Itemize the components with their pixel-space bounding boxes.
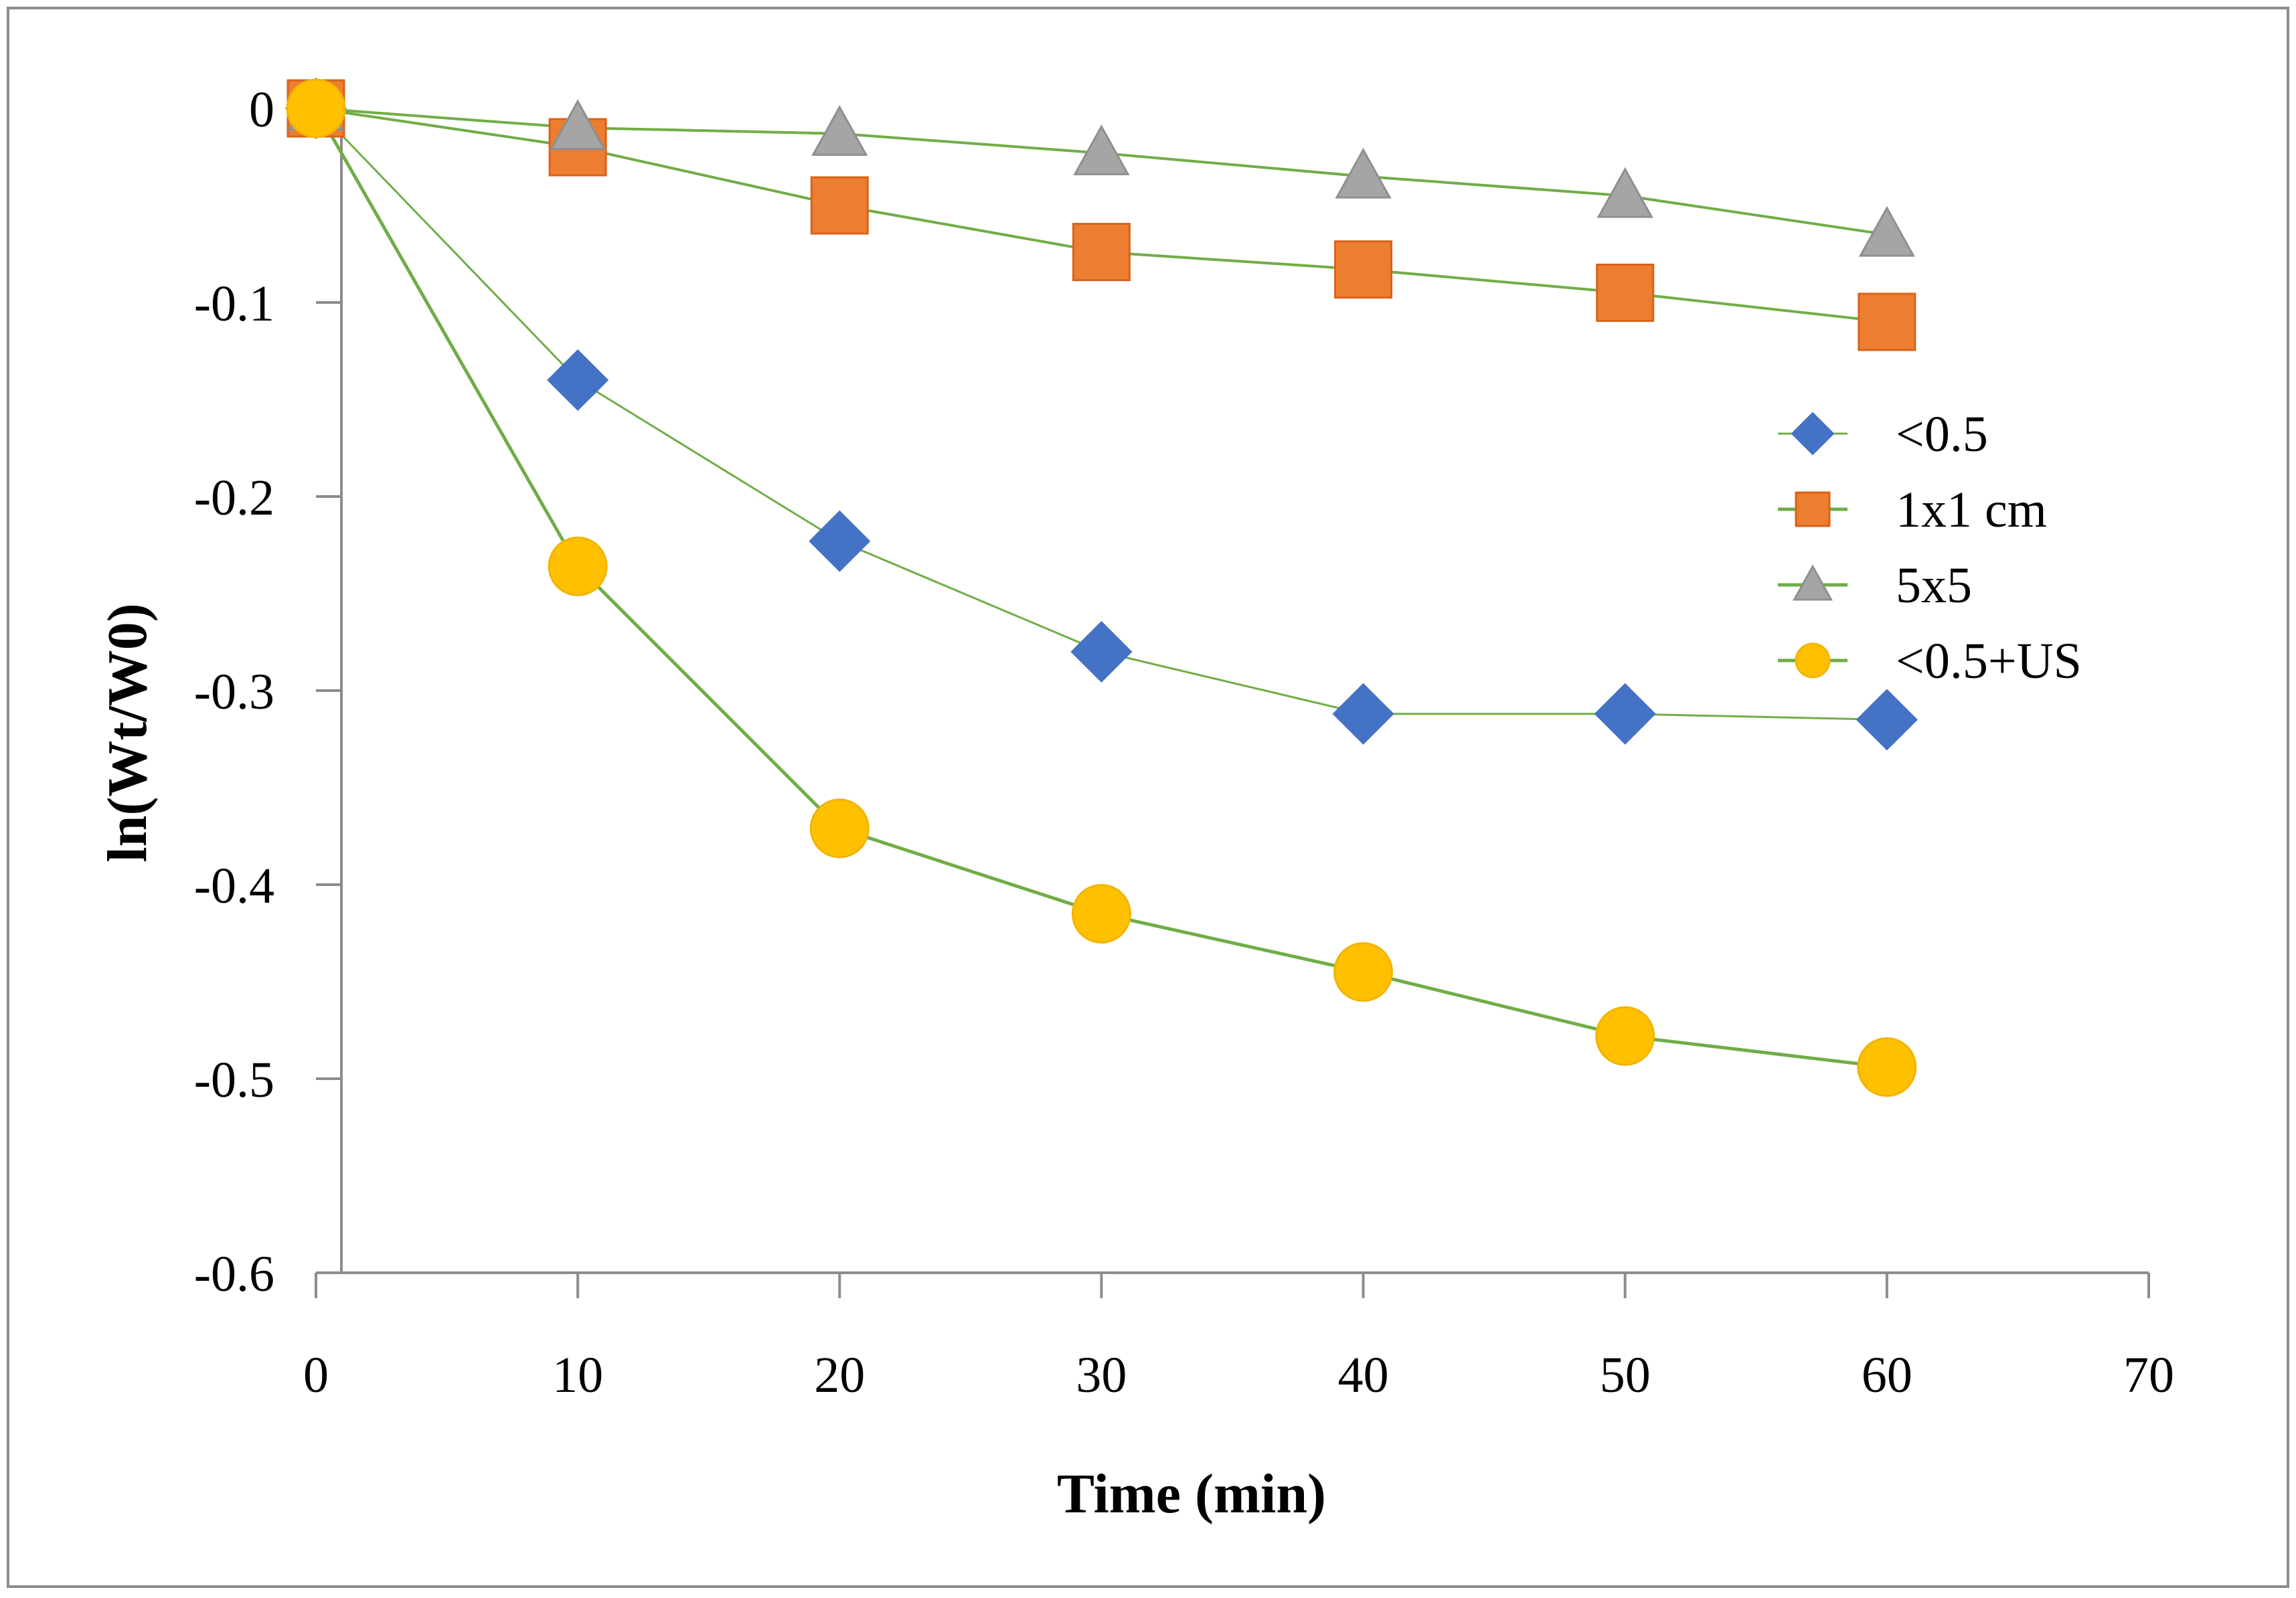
x-tick-label: 10 [552, 1347, 603, 1403]
x-axis-title: Time (min) [1057, 1463, 1326, 1525]
x-tick-label: 70 [2123, 1347, 2174, 1403]
data-point-circle [1071, 884, 1131, 944]
y-tick-label: -0.3 [194, 664, 274, 720]
legend-label: <0.5+US [1896, 633, 2082, 689]
legend-marker-circle [1795, 642, 1831, 679]
y-tick-label: 0 [249, 82, 274, 138]
y-tick-label: -0.6 [194, 1246, 274, 1302]
y-axis-title: ln(Wt/W0) [96, 603, 159, 862]
data-point-square [1072, 223, 1131, 282]
data-point-square [1596, 264, 1655, 322]
legend-marker-triangle [1792, 564, 1833, 601]
data-point-triangle [1073, 124, 1130, 175]
data-point-circle [1857, 1037, 1917, 1097]
x-tick-label: 0 [303, 1347, 329, 1403]
data-point-triangle [1596, 167, 1653, 218]
data-point-triangle [549, 99, 606, 151]
x-tick-label: 50 [1600, 1347, 1651, 1403]
data-point-diamond [1070, 620, 1133, 683]
y-tick-label: -0.2 [194, 470, 274, 526]
data-point-triangle [811, 105, 868, 156]
legend-marker-square [1795, 491, 1831, 527]
data-point-diamond [1332, 683, 1394, 745]
data-point-square [1334, 240, 1393, 299]
x-tick-label: 20 [814, 1347, 865, 1403]
data-point-circle [548, 536, 608, 596]
data-point-circle [1333, 942, 1394, 1002]
data-point-square [1858, 292, 1916, 351]
data-point-circle [809, 798, 870, 859]
data-point-diamond [1856, 689, 1918, 751]
legend-label: 5x5 [1896, 557, 1972, 614]
y-tick-label: -0.4 [194, 858, 274, 914]
data-point-square [810, 176, 869, 235]
x-tick-label: 40 [1338, 1347, 1389, 1403]
data-point-triangle [1858, 205, 1916, 257]
y-tick-label: -0.5 [194, 1052, 274, 1108]
data-point-diamond [1594, 683, 1656, 745]
x-tick-label: 30 [1076, 1347, 1127, 1403]
data-point-diamond [809, 510, 871, 572]
y-tick-label: -0.1 [194, 276, 274, 332]
data-point-circle [1595, 1006, 1655, 1066]
x-tick-label: 60 [1862, 1347, 1912, 1403]
data-point-circle [286, 78, 346, 139]
legend-marker-diamond [1791, 412, 1835, 456]
legend-label: 1x1 cm [1896, 482, 2047, 538]
legend: <0.5 1x1 cm 5x5 <0.5+US [1778, 406, 2082, 689]
legend-label: <0.5 [1896, 406, 1988, 462]
data-point-triangle [1335, 147, 1392, 199]
chart-border [7, 7, 2289, 1588]
data-point-diamond [547, 349, 609, 412]
